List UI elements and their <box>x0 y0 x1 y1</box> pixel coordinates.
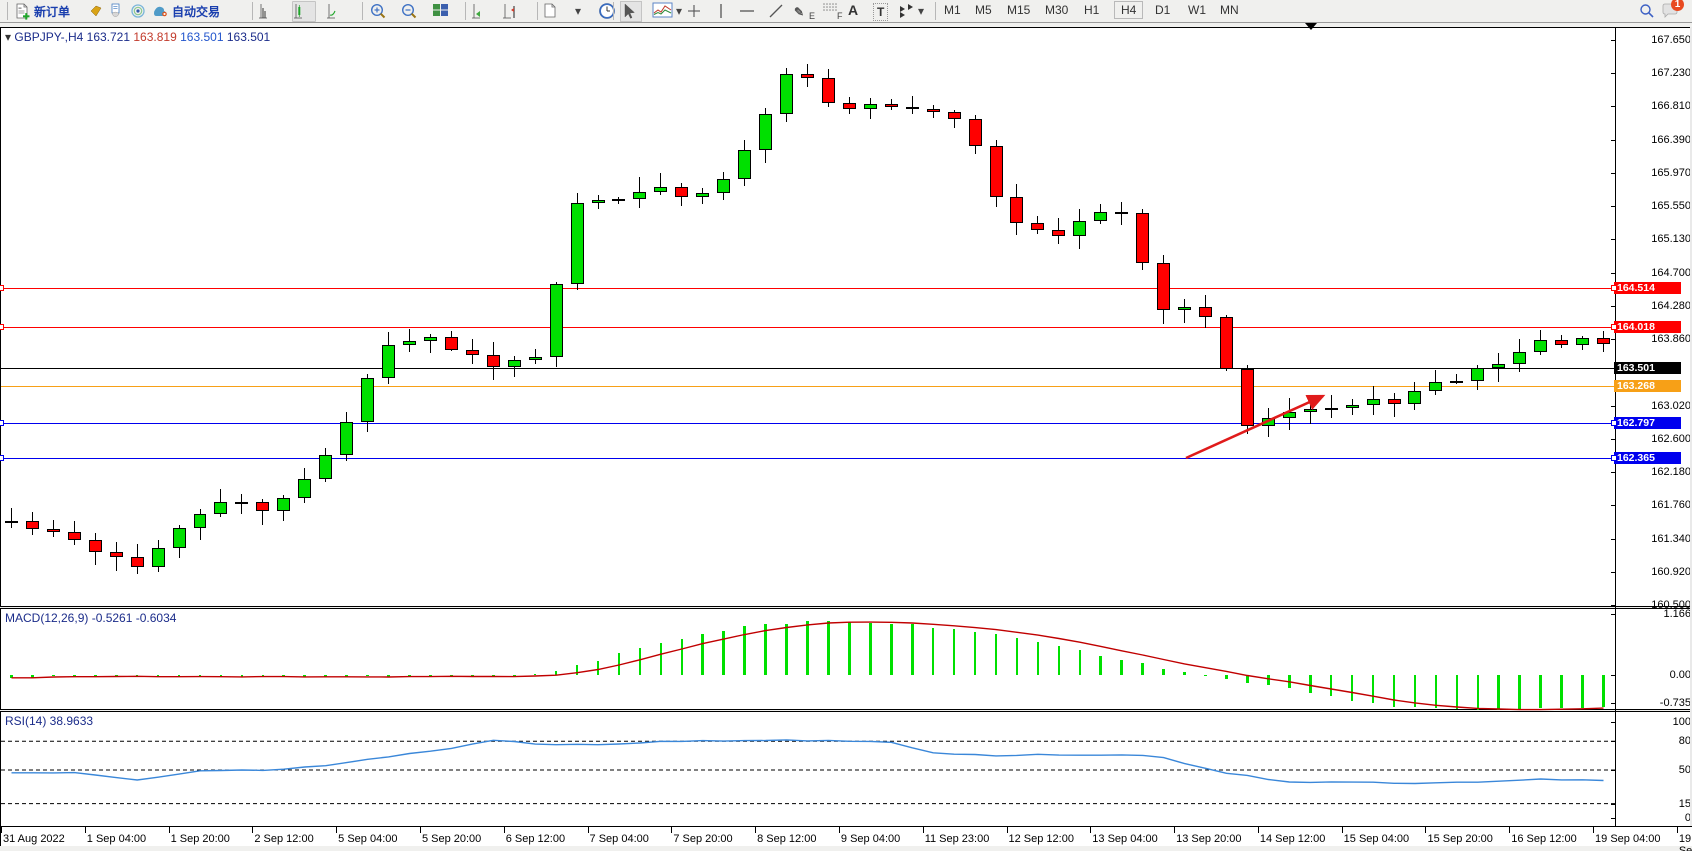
svg-text:✎: ✎ <box>794 5 804 19</box>
